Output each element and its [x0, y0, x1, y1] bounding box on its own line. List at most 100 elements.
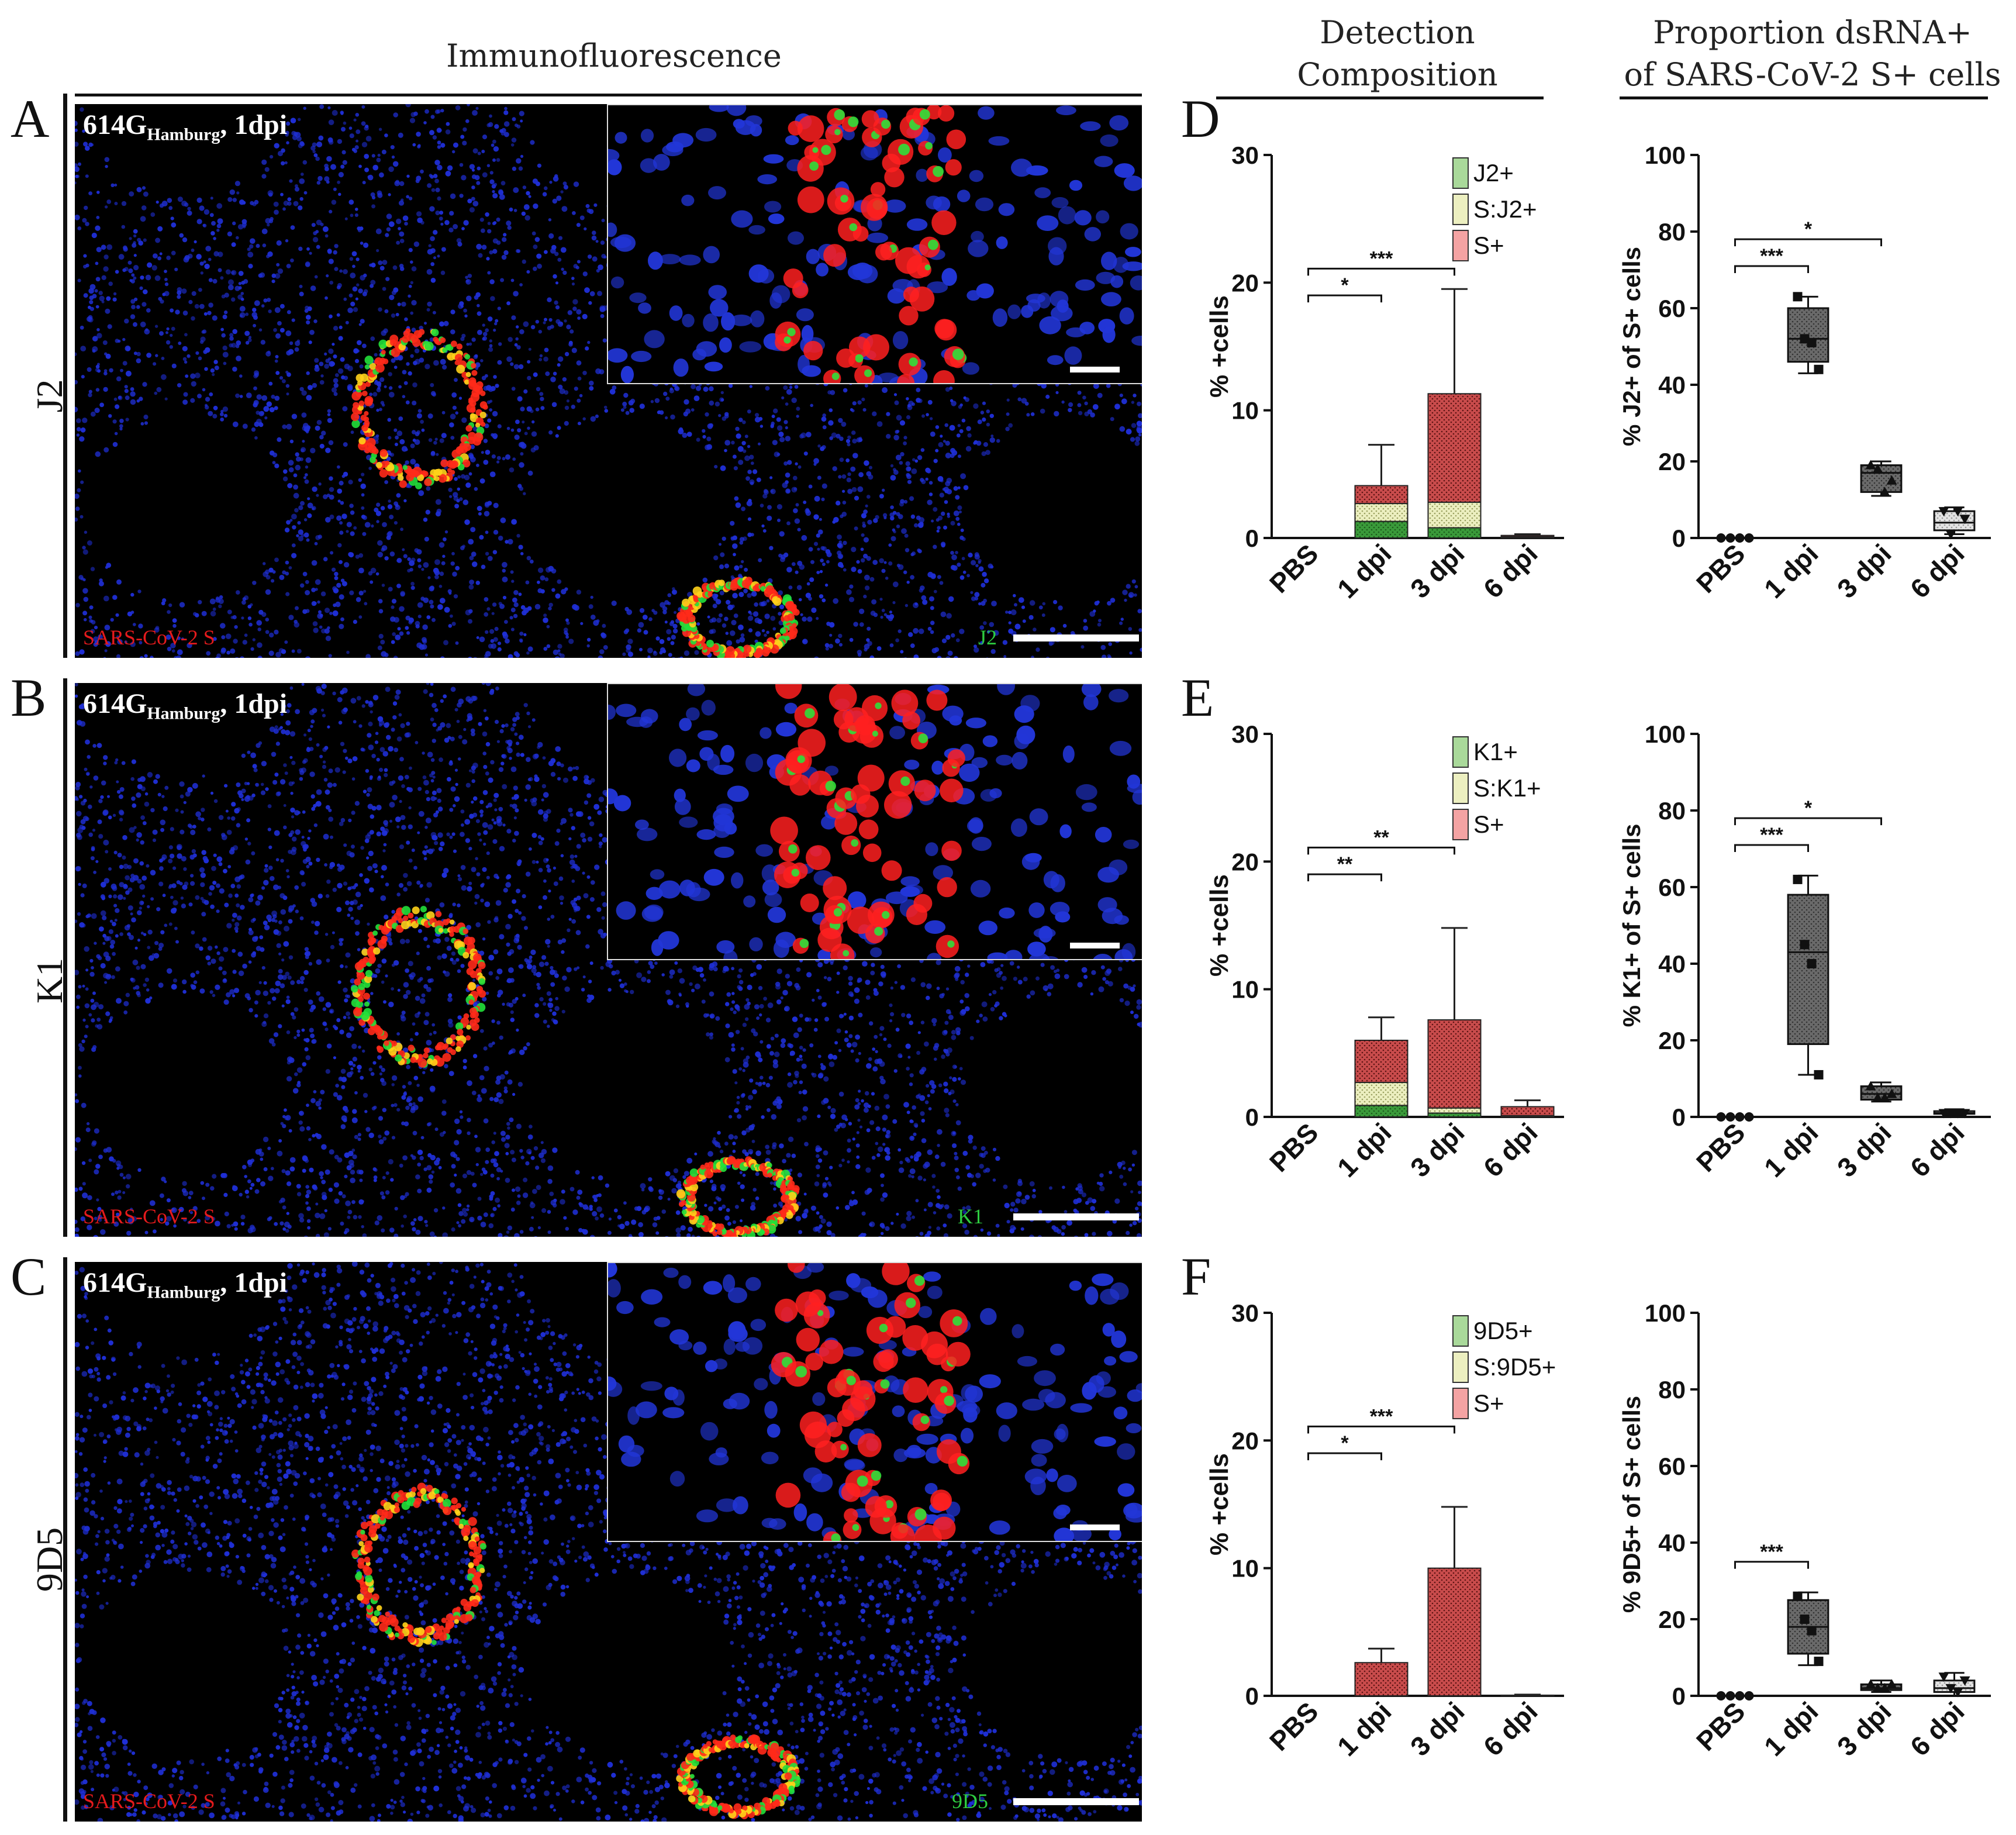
- x-tick-label: 6 dpi: [1478, 1117, 1544, 1183]
- x-tick-label: PBS: [1690, 538, 1751, 599]
- data-point: [1800, 1615, 1810, 1624]
- x-tick-label: 3 dpi: [1831, 538, 1897, 604]
- y-tick-label: 0: [1672, 1682, 1686, 1710]
- legend-swatch: [1452, 157, 1469, 189]
- data-point: [1807, 1626, 1817, 1636]
- x-tick-label: 3 dpi: [1831, 1117, 1897, 1183]
- data-point: [1735, 1691, 1745, 1701]
- y-tick-label: 20: [1658, 1027, 1686, 1054]
- bar-segment: [1354, 1040, 1409, 1084]
- legend-label: K1+: [1473, 738, 1518, 765]
- data-point: [1938, 1672, 1949, 1682]
- y-tick-label: 80: [1658, 1376, 1686, 1403]
- data-point: [1872, 1092, 1883, 1102]
- data-point: [1959, 1109, 1970, 1119]
- box: [1933, 510, 1976, 532]
- bar-segment: [1427, 1567, 1482, 1696]
- scale-bar: [1013, 1213, 1139, 1220]
- row-a-bar: [63, 94, 67, 658]
- data-point: [1725, 1112, 1735, 1122]
- y-tick-label: 20: [1658, 1606, 1686, 1633]
- y-tick-label: 40: [1658, 950, 1686, 978]
- chart-e: 0 10 20 30 % +cells PBS 1 dpi 3 dpi 6 dpi ** ** K1+…: [1205, 720, 1564, 1183]
- row-b-bar: [63, 678, 67, 1237]
- chart-f-proportion: 0 20 40 60 80 100 % 9D5+ of S+ cells PBS 1 dpi 3 …: [1618, 1299, 1991, 1762]
- y-tick-label: 30: [1231, 1299, 1259, 1327]
- scale-bar: [1013, 1798, 1139, 1805]
- legend-swatch: [1452, 809, 1469, 840]
- y-tick-label: 40: [1658, 1529, 1686, 1557]
- significance-bracket: [1307, 873, 1382, 882]
- bar-segment: [1427, 1107, 1482, 1114]
- data-point: [1886, 475, 1897, 485]
- box: [1787, 894, 1829, 1046]
- significance-bracket: [1307, 1452, 1382, 1461]
- x-tick-label: PBS: [1690, 1696, 1751, 1757]
- box: [1860, 464, 1903, 493]
- y-tick-label: 100: [1645, 1299, 1686, 1327]
- channel-green-label: J2: [978, 626, 997, 649]
- y-tick-label: 40: [1658, 371, 1686, 399]
- micrograph-c: 614GHamburg, 1dpi SARS-CoV-2 S 9D5: [75, 1262, 1142, 1822]
- legend-label: 9D5+: [1473, 1317, 1533, 1344]
- y-tick-label: 80: [1658, 218, 1686, 246]
- panel-title: 614GHamburg, 1dpi: [83, 109, 287, 145]
- panel-title: 614GHamburg, 1dpi: [83, 688, 287, 724]
- panel-title-end: , 1dpi: [220, 1267, 288, 1298]
- detection-header: Detection Composition: [1216, 12, 1579, 96]
- x-tick-label: 1 dpi: [1331, 1117, 1397, 1183]
- y-tick-label: 0: [1245, 525, 1259, 552]
- significance-label: **: [1337, 853, 1353, 875]
- x-tick-label: PBS: [1264, 538, 1324, 599]
- y-tick-label: 10: [1231, 976, 1259, 1003]
- y-tick-label: 80: [1658, 797, 1686, 825]
- bar-segment: [1500, 1106, 1555, 1116]
- detection-header-rule: [1216, 96, 1544, 99]
- data-point: [1814, 1657, 1824, 1667]
- significance-label: *: [1341, 274, 1349, 296]
- x-tick-label: 3 dpi: [1404, 1696, 1470, 1762]
- detection-header-line1: Detection: [1320, 14, 1475, 51]
- y-tick-label: 100: [1645, 142, 1686, 169]
- significance-bracket: [1734, 844, 1809, 852]
- data-point: [1886, 1679, 1897, 1689]
- data-point: [1865, 1081, 1876, 1091]
- inset-scale-bar: [1070, 367, 1120, 372]
- y-tick-label: 30: [1231, 142, 1259, 169]
- panel-title-sub: Hamburg: [147, 703, 220, 723]
- significance-bracket: [1307, 846, 1455, 855]
- channel-red-label: SARS-CoV-2 S: [83, 626, 215, 649]
- immunofluorescence-header: Immunofluorescence: [446, 37, 782, 74]
- data-point: [1952, 507, 1963, 517]
- zoom-inset: [607, 104, 1142, 384]
- y-axis-label: % K1+ of S+ cells: [1618, 824, 1645, 1027]
- y-axis-label: % J2+ of S+ cells: [1618, 247, 1645, 446]
- panel-letter-b: B: [11, 668, 47, 727]
- channel-green-label: K1: [958, 1205, 983, 1228]
- significance-bracket: [1307, 294, 1382, 303]
- proportion-header: Proportion dsRNA+ of SARS-CoV-2 S+ cells: [1614, 12, 2011, 96]
- micrograph-b: 614GHamburg, 1dpi SARS-CoV-2 S K1: [75, 683, 1142, 1237]
- immuno-header-rule: [75, 94, 1142, 96]
- significance-label: ***: [1370, 1405, 1393, 1427]
- y-axis-label: % 9D5+ of S+ cells: [1618, 1396, 1645, 1613]
- legend-label: S:K1+: [1473, 774, 1541, 802]
- data-point: [1952, 1109, 1963, 1119]
- legend-swatch: [1452, 1351, 1469, 1383]
- y-tick-label: 60: [1658, 295, 1686, 322]
- zoom-texture: [608, 684, 1142, 959]
- significance-label: ***: [1760, 245, 1783, 267]
- proportion-header-rule: [1620, 96, 1988, 99]
- zoom-inset: [607, 1262, 1142, 1542]
- significance-bracket: [1307, 1425, 1455, 1434]
- data-point: [1959, 1676, 1970, 1686]
- significance-label: *: [1341, 1432, 1349, 1454]
- x-tick-label: 3 dpi: [1404, 1117, 1470, 1183]
- inset-scale-bar: [1070, 943, 1120, 948]
- y-axis-label: % +cells: [1205, 1453, 1234, 1555]
- data-point: [1945, 1684, 1956, 1693]
- proportion-header-line1: Proportion dsRNA+: [1653, 14, 1972, 51]
- y-tick-label: 30: [1231, 720, 1259, 748]
- panel-letter-c: C: [11, 1247, 47, 1306]
- data-point: [1945, 530, 1956, 540]
